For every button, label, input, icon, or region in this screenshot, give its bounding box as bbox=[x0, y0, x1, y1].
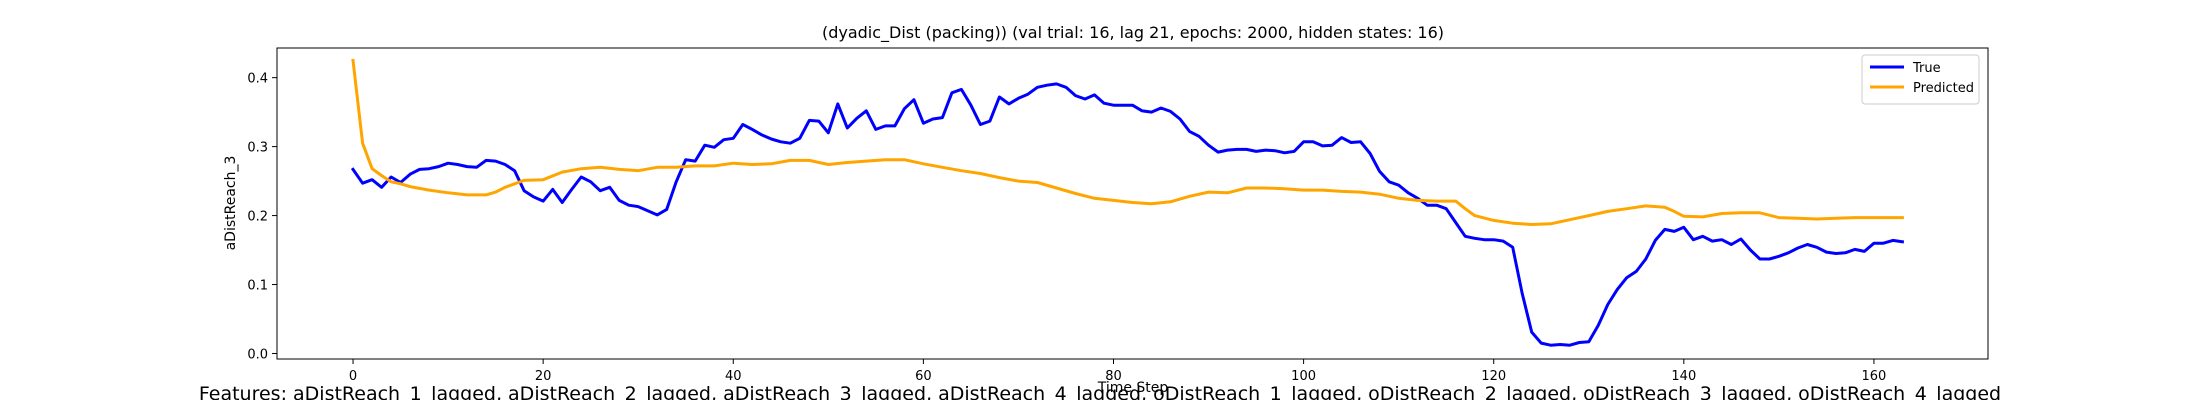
series-line-true bbox=[350, 82, 1905, 347]
x-tick-label: 40 bbox=[725, 369, 742, 384]
y-tick-label: 0.2 bbox=[247, 210, 268, 225]
plot-area: 0 20 40 60 80 100 120 140 160 0.0 0.1 0.2 0.3 0.4 bbox=[247, 47, 1989, 384]
legend-label-predicted: Predicted bbox=[1913, 81, 1974, 96]
plot-frame bbox=[276, 47, 1989, 360]
x-tick-label: 140 bbox=[1671, 369, 1696, 384]
x-tick-label: 60 bbox=[915, 369, 932, 384]
y-tick-label: 0.1 bbox=[247, 279, 268, 294]
series-layer bbox=[350, 58, 1905, 347]
x-tick-label: 0 bbox=[349, 369, 357, 384]
y-tick-label: 0.4 bbox=[247, 72, 268, 87]
y-tick-label: 0.0 bbox=[247, 347, 268, 362]
x-tick-label: 160 bbox=[1862, 369, 1887, 384]
y-tick-label: 0.3 bbox=[247, 141, 268, 156]
features-caption: Features: aDistReach_1_lagged, aDistReac… bbox=[199, 383, 2001, 400]
series-line-predicted bbox=[351, 58, 1904, 226]
y-axis-label: aDistReach_3 bbox=[223, 156, 239, 251]
x-tick-label: 80 bbox=[1105, 369, 1122, 384]
x-tick-label: 100 bbox=[1291, 369, 1316, 384]
y-axis-ticks: 0.0 0.1 0.2 0.3 0.4 bbox=[247, 72, 277, 362]
legend-label-true: True bbox=[1912, 61, 1941, 76]
legend: True Predicted bbox=[1861, 54, 1980, 105]
x-tick-label: 20 bbox=[535, 369, 552, 384]
x-tick-label: 120 bbox=[1481, 369, 1506, 384]
x-axis-label: Time Step bbox=[1097, 380, 1169, 396]
chart-title: (dyadic_Dist (packing)) (val trial: 16, … bbox=[822, 23, 1444, 43]
x-axis-ticks: 0 20 40 60 80 100 120 140 160 bbox=[349, 359, 1886, 384]
